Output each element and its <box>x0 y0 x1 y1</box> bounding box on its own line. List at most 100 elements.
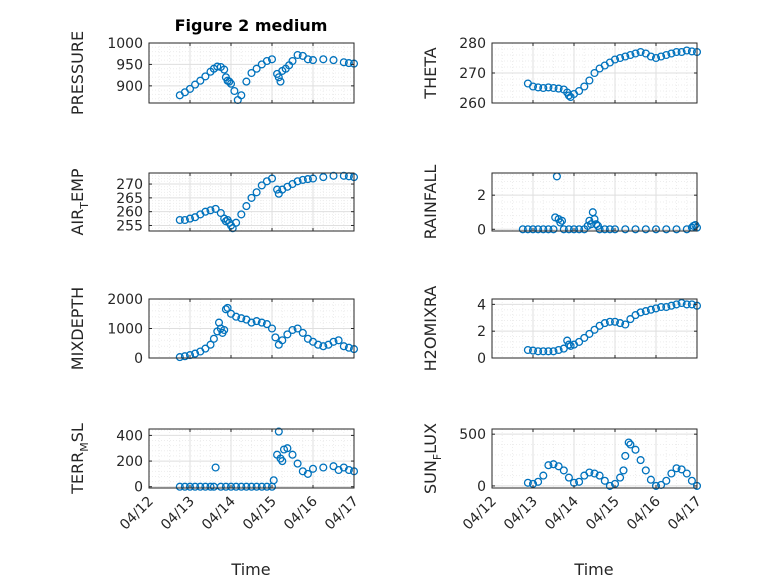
data-point <box>621 225 630 234</box>
data-point <box>523 225 532 234</box>
data-point <box>237 210 246 219</box>
data-point <box>651 481 661 490</box>
x-tick-label: 04/12 <box>117 494 157 534</box>
data-point <box>233 95 242 105</box>
data-point <box>319 173 328 182</box>
data-point <box>556 218 565 227</box>
data-point <box>523 345 532 355</box>
x-tick-label: 04/13 <box>158 494 198 534</box>
panel-h2omixra: 0 2 4 H2OMIXRA <box>421 286 702 371</box>
data-point <box>600 476 609 485</box>
data-point <box>534 83 543 92</box>
data-point <box>667 469 676 478</box>
x-tick-label: 04/17 <box>665 494 705 534</box>
data-point <box>636 308 645 317</box>
data-point <box>585 329 594 338</box>
data-point <box>257 318 266 327</box>
data-point <box>687 47 696 56</box>
data-point <box>682 225 691 234</box>
data-point <box>677 298 686 308</box>
data-point <box>226 482 236 491</box>
data-point <box>534 347 543 356</box>
data-point <box>605 481 614 490</box>
data-point <box>559 466 568 475</box>
data-point <box>180 215 189 225</box>
data-point <box>590 68 599 78</box>
y-tick-label: 200 <box>116 454 143 470</box>
data-point <box>672 47 681 57</box>
data-point <box>288 325 297 335</box>
data-point <box>544 225 553 234</box>
data-point <box>221 305 230 314</box>
data-point <box>230 86 239 96</box>
data-point <box>528 225 538 234</box>
data-point <box>206 340 215 349</box>
data-point <box>293 324 302 333</box>
data-point <box>552 172 561 181</box>
data-point <box>544 83 553 92</box>
data-point <box>206 206 215 215</box>
data-point <box>600 225 609 234</box>
data-point <box>252 482 261 491</box>
data-point <box>303 175 312 184</box>
data-point <box>549 460 558 469</box>
data-point <box>242 77 251 86</box>
data-point <box>339 342 348 351</box>
y-tick-label: 1000 <box>107 322 143 338</box>
data-point <box>237 482 246 491</box>
y-tick-label: 950 <box>116 57 143 73</box>
data-point <box>319 463 328 472</box>
data-point <box>262 56 271 66</box>
y-axis-label: RAINFALL <box>421 165 440 240</box>
x-tick-label: 04/17 <box>322 494 362 534</box>
data-point <box>223 303 232 312</box>
data-point <box>590 215 599 224</box>
data-point <box>211 204 220 213</box>
data-point <box>646 52 655 61</box>
y-tick-label: 2 <box>477 324 486 340</box>
data-point <box>682 469 691 478</box>
data-point <box>575 86 584 96</box>
data-point <box>180 352 189 361</box>
x-tick-label: 04/13 <box>501 494 541 534</box>
data-point <box>554 345 563 355</box>
data-point <box>667 49 676 58</box>
axes-box <box>148 172 355 232</box>
data-point <box>175 482 184 491</box>
data-point <box>544 461 553 470</box>
panel-theta: 260 270 280 THETA <box>421 36 702 112</box>
data-point <box>232 218 241 227</box>
y-tick-label: 4 <box>477 297 486 313</box>
data-point <box>185 84 195 93</box>
data-point <box>672 300 681 309</box>
data-point <box>605 225 614 234</box>
data-point <box>225 77 234 86</box>
data-point <box>626 50 635 60</box>
data-point <box>220 325 229 335</box>
y-tick-label: 1000 <box>107 36 143 52</box>
data-point <box>303 55 312 64</box>
y-tick-label: 900 <box>116 79 143 95</box>
data-point <box>662 50 671 60</box>
data-point <box>662 225 671 234</box>
data-point <box>554 84 563 93</box>
data-point <box>274 73 283 82</box>
data-point <box>209 334 218 343</box>
x-tick-label: 04/14 <box>542 493 582 533</box>
data-point <box>257 181 266 190</box>
data-point <box>636 47 645 57</box>
data-point <box>185 482 195 491</box>
x-axis-label-right: Time <box>573 560 613 579</box>
data-point <box>201 207 210 216</box>
x-tick-label: 04/16 <box>281 493 321 533</box>
data-point <box>616 473 625 482</box>
data-point <box>298 175 307 184</box>
y-axis-label: PRESSURE <box>68 31 87 115</box>
data-point <box>610 55 620 64</box>
data-point <box>191 349 200 358</box>
data-point <box>283 444 292 453</box>
data-point <box>293 459 302 468</box>
data-point <box>247 318 256 327</box>
data-point <box>585 468 594 477</box>
